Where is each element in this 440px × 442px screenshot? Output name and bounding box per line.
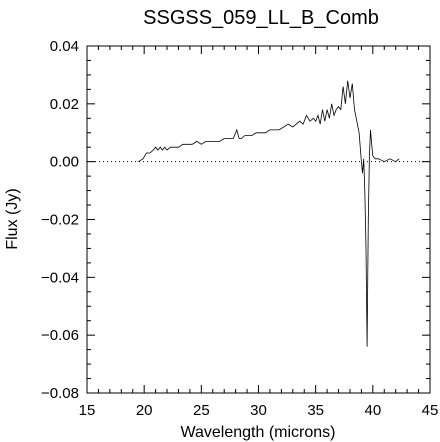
y-tick-label: −0.02 [41, 212, 79, 229]
chart-title: SSGSS_059_LL_B_Comb [143, 7, 379, 29]
x-tick-label: 25 [193, 402, 210, 419]
y-tick-label: −0.04 [41, 269, 79, 286]
x-tick-label: 30 [250, 402, 267, 419]
x-tick-label: 45 [422, 402, 439, 419]
y-axis: −0.08 −0.06 −0.04 −0.02 0.00 0.02 0.04 [41, 38, 430, 402]
y-tick-label: −0.06 [41, 327, 79, 344]
x-axis: 15 20 25 30 35 40 45 [79, 46, 439, 419]
series-group [138, 80, 400, 347]
plot-frame [86, 45, 431, 394]
x-tick-label: 40 [364, 402, 381, 419]
y-tick-label: 0.02 [50, 96, 79, 113]
y-tick-label: 0.04 [50, 38, 79, 55]
x-tick-label: 35 [307, 402, 324, 419]
x-axis-label: Wavelength (microns) [180, 424, 335, 441]
x-tick-label: 15 [79, 402, 96, 419]
y-tick-label: −0.08 [41, 385, 79, 402]
y-tick-label: 0.00 [50, 154, 79, 171]
x-tick-label: 20 [136, 402, 153, 419]
y-axis-label: Flux (Jy) [4, 188, 21, 249]
spectrum-line-0 [138, 80, 400, 347]
